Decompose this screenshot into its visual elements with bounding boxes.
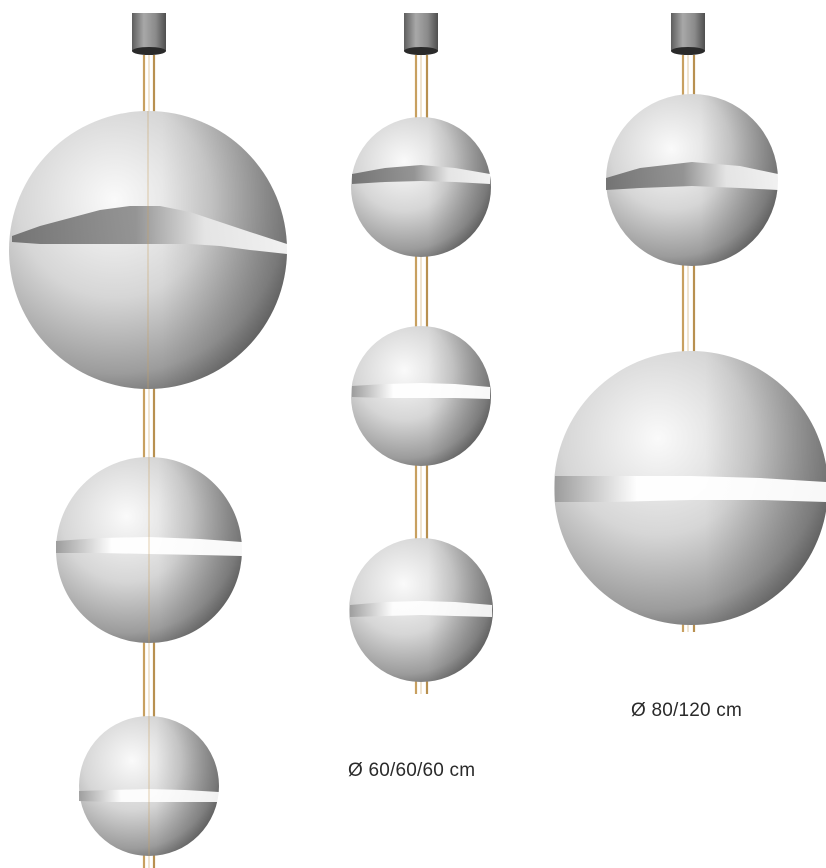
- sphere-right-1: [606, 94, 778, 266]
- lamp-right: [554, 13, 826, 632]
- lamp-left: [9, 13, 287, 868]
- dimension-caption-middle: Ø 60/60/60 cm: [348, 760, 476, 781]
- canopy-middle: [404, 13, 438, 55]
- sphere-left-2: [56, 457, 242, 643]
- sphere-middle-3: [349, 538, 493, 682]
- sphere-middle-2: [351, 326, 491, 466]
- canopy-left: [132, 13, 166, 55]
- canopy-right: [671, 13, 705, 55]
- lamp-middle: [349, 13, 493, 694]
- sphere-left-3: [79, 716, 219, 856]
- sphere-left-1: [9, 111, 287, 389]
- sphere-right-2: [554, 351, 826, 625]
- dimension-caption-right: Ø 80/120 cm: [631, 700, 742, 721]
- sphere-middle-1: [351, 117, 491, 257]
